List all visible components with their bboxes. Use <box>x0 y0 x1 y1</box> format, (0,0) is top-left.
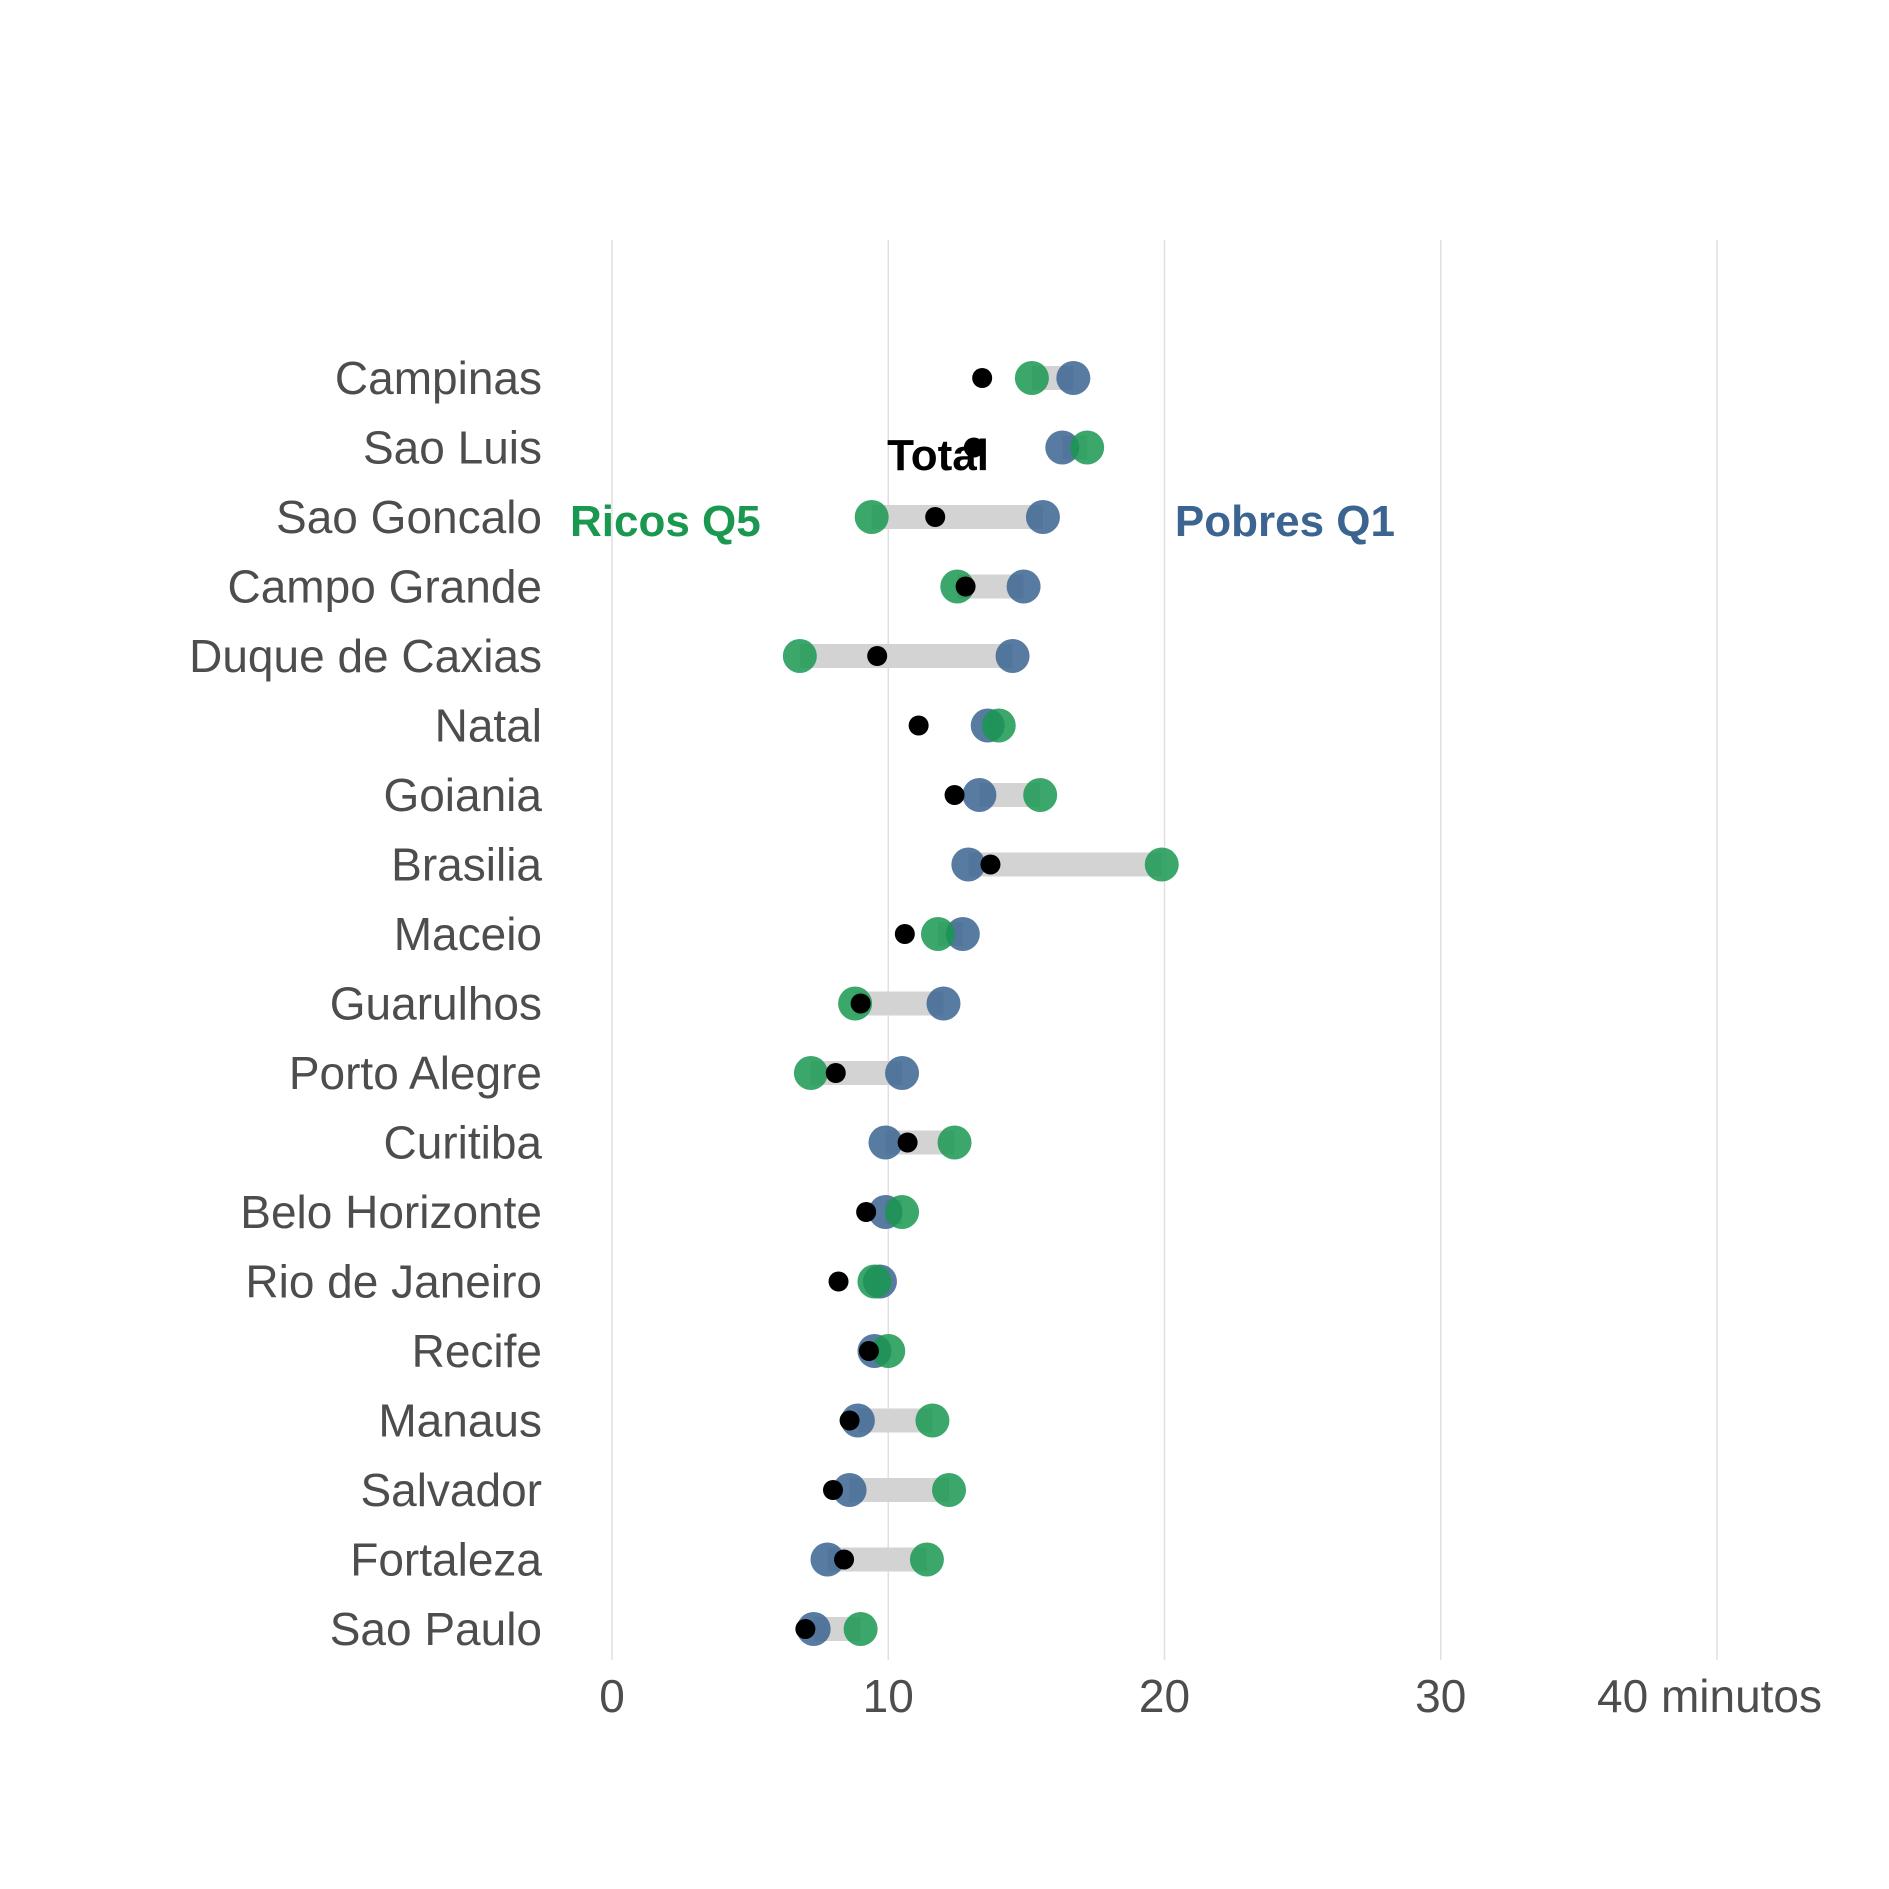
point-total <box>894 924 915 944</box>
data-points <box>782 361 1179 1646</box>
category-label: Campinas <box>335 352 542 404</box>
x-tick-label: 40 minutos <box>1597 1670 1822 1722</box>
point-total <box>823 1480 843 1500</box>
annotation-ricos: Ricos Q5 <box>570 497 761 546</box>
category-label: Brasilia <box>391 839 542 891</box>
point-ricos <box>909 1542 944 1577</box>
category-label: Maceio <box>394 908 542 960</box>
point-total <box>856 1202 877 1222</box>
point-total <box>980 854 1001 875</box>
point-pobres <box>868 1125 903 1160</box>
point-total <box>834 1549 855 1570</box>
category-label: Guarulhos <box>330 978 542 1030</box>
point-ricos <box>843 1612 878 1646</box>
category-label: Sao Goncalo <box>276 491 542 543</box>
category-label: Manaus <box>378 1395 542 1447</box>
grid-lines <box>611 240 1718 1660</box>
x-tick-label: 30 <box>1415 1670 1466 1722</box>
point-pobres <box>1006 569 1041 604</box>
point-pobres <box>926 986 961 1021</box>
point-pobres <box>1045 430 1080 465</box>
point-pobres <box>885 1056 920 1090</box>
point-pobres <box>1025 500 1060 534</box>
point-total <box>858 1341 879 1361</box>
point-ricos <box>915 1403 950 1438</box>
point-ricos <box>854 500 889 534</box>
category-label: Campo Grande <box>228 561 543 613</box>
point-total <box>963 437 984 458</box>
point-total <box>828 1271 849 1292</box>
point-ricos <box>937 1125 972 1160</box>
point-pobres <box>1056 361 1091 395</box>
annotations: Total Ricos Q5 Pobres Q1 <box>570 431 1395 546</box>
point-total <box>795 1619 816 1639</box>
point-total <box>897 1132 918 1153</box>
point-ricos <box>885 1195 920 1229</box>
category-label: Curitiba <box>383 1117 542 1169</box>
annotation-total: Total <box>887 431 989 480</box>
point-ricos <box>857 1264 892 1299</box>
category-label: Porto Alegre <box>289 1047 542 1099</box>
x-tick-label: 0 <box>599 1670 625 1722</box>
category-labels: Campinas Sao Luis Sao Goncalo Campo Grande D… <box>189 352 542 1655</box>
x-tick-label: 10 <box>863 1670 914 1722</box>
point-ricos <box>782 639 817 673</box>
point-total <box>944 785 965 805</box>
point-pobres <box>832 1473 867 1507</box>
point-total <box>867 646 888 666</box>
point-total <box>972 368 993 388</box>
point-ricos <box>793 1056 828 1090</box>
point-total <box>850 993 871 1014</box>
category-label: Belo Horizonte <box>240 1186 542 1238</box>
point-ricos <box>1144 847 1179 882</box>
category-label: Natal <box>435 700 542 752</box>
point-total <box>955 576 976 597</box>
category-label: Duque de Caxias <box>189 630 542 682</box>
point-pobres <box>945 917 980 951</box>
point-ricos <box>1014 361 1049 395</box>
point-total <box>839 1410 860 1431</box>
point-total <box>825 1063 846 1083</box>
category-label: Sao Luis <box>363 422 542 474</box>
point-pobres <box>962 778 997 812</box>
point-pobres <box>951 847 986 882</box>
category-label: Fortaleza <box>350 1534 542 1586</box>
point-ricos <box>932 1473 967 1507</box>
point-total <box>925 507 946 527</box>
category-label: Recife <box>412 1325 542 1377</box>
point-ricos <box>871 1334 906 1368</box>
point-ricos <box>981 708 1016 743</box>
category-label: Rio de Janeiro <box>245 1256 542 1308</box>
point-pobres <box>810 1542 845 1577</box>
point-total <box>908 715 929 736</box>
point-ricos <box>920 917 955 951</box>
x-tick-label: 20 <box>1139 1670 1190 1722</box>
x-axis-tick-labels: 0 10 20 30 40 minutos <box>599 1670 1822 1722</box>
category-label: Goiania <box>383 769 542 821</box>
annotation-pobres: Pobres Q1 <box>1175 497 1395 546</box>
category-label: Sao Paulo <box>330 1603 542 1655</box>
category-label: Salvador <box>360 1464 542 1516</box>
point-ricos <box>1023 778 1058 812</box>
point-ricos <box>1070 430 1105 465</box>
point-pobres <box>995 639 1030 673</box>
